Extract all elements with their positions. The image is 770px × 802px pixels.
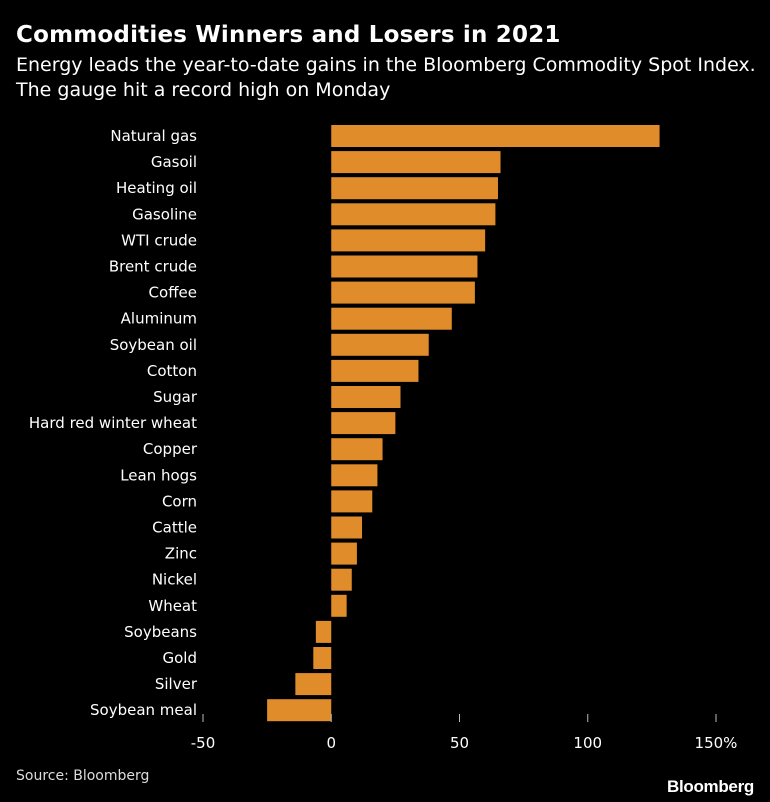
category-label: Gold — [163, 649, 198, 667]
bar-aluminum — [331, 307, 452, 330]
category-label: Soybean meal — [90, 701, 197, 719]
bar-sugar — [331, 386, 401, 408]
category-label: Nickel — [152, 571, 197, 589]
category-label: Aluminum — [121, 310, 197, 328]
bloomberg-logo: Bloomberg — [666, 777, 754, 796]
bar-copper — [331, 438, 383, 461]
category-label: Soybeans — [124, 623, 197, 641]
bars — [267, 125, 660, 722]
category-label: Copper — [143, 440, 198, 458]
category-label: Lean hogs — [120, 466, 197, 484]
category-label: Soybean oil — [110, 336, 197, 354]
x-tick-label: 150% — [695, 734, 738, 752]
x-tick-label: -50 — [191, 734, 216, 752]
category-labels: Natural gas Gasoil Heating oil Gasoline WTI … — [29, 127, 198, 719]
category-label: Brent crude — [109, 258, 197, 276]
category-label: Hard red winter wheat — [29, 414, 197, 432]
bar-nickel — [331, 568, 352, 591]
bar-soybean-oil — [331, 333, 429, 356]
bar-cotton — [331, 359, 419, 382]
bar-zinc — [331, 542, 357, 565]
bar-wti-crude — [331, 229, 486, 252]
category-label: Wheat — [148, 597, 197, 615]
category-label: Corn — [162, 492, 197, 510]
category-label: Cattle — [152, 519, 197, 537]
category-label: Cotton — [147, 362, 197, 380]
bar-coffee — [331, 281, 475, 304]
bar-wheat — [331, 594, 347, 617]
category-label: Coffee — [149, 284, 197, 302]
category-label: Gasoil — [151, 153, 197, 171]
chart-title: Commodities Winners and Losers in 2021 — [16, 22, 561, 48]
bar-soybean-meal — [267, 699, 332, 722]
x-tick-label: 0 — [326, 734, 336, 752]
category-label: Sugar — [153, 388, 198, 406]
category-label: WTI crude — [121, 231, 197, 249]
bar-corn — [331, 490, 373, 513]
x-tick-label: 50 — [450, 734, 469, 752]
bar-gold — [313, 647, 332, 669]
bar-brent-crude — [331, 255, 478, 278]
bar-natural-gas — [331, 125, 660, 147]
x-axis: -50 0 50 100 150% — [191, 714, 738, 752]
category-label: Zinc — [165, 545, 197, 563]
x-tick-label: 100 — [573, 734, 602, 752]
bar-cattle — [331, 516, 363, 539]
bar-heating-oil — [331, 177, 498, 200]
category-label: Natural gas — [110, 127, 197, 145]
category-label: Heating oil — [116, 179, 197, 197]
source-note: Source: Bloomberg — [16, 768, 150, 784]
bar-hard-red-winter-wheat — [331, 412, 396, 435]
category-label: Gasoline — [132, 205, 197, 223]
bar-gasoil — [331, 151, 501, 174]
bar-silver — [295, 673, 332, 696]
bar-soybeans — [315, 620, 332, 643]
chart-subtitle: Energy leads the year-to-date gains in t… — [16, 54, 756, 101]
bar-lean-hogs — [331, 464, 378, 487]
category-label: Silver — [155, 675, 198, 693]
bar-gasoline — [331, 203, 496, 226]
